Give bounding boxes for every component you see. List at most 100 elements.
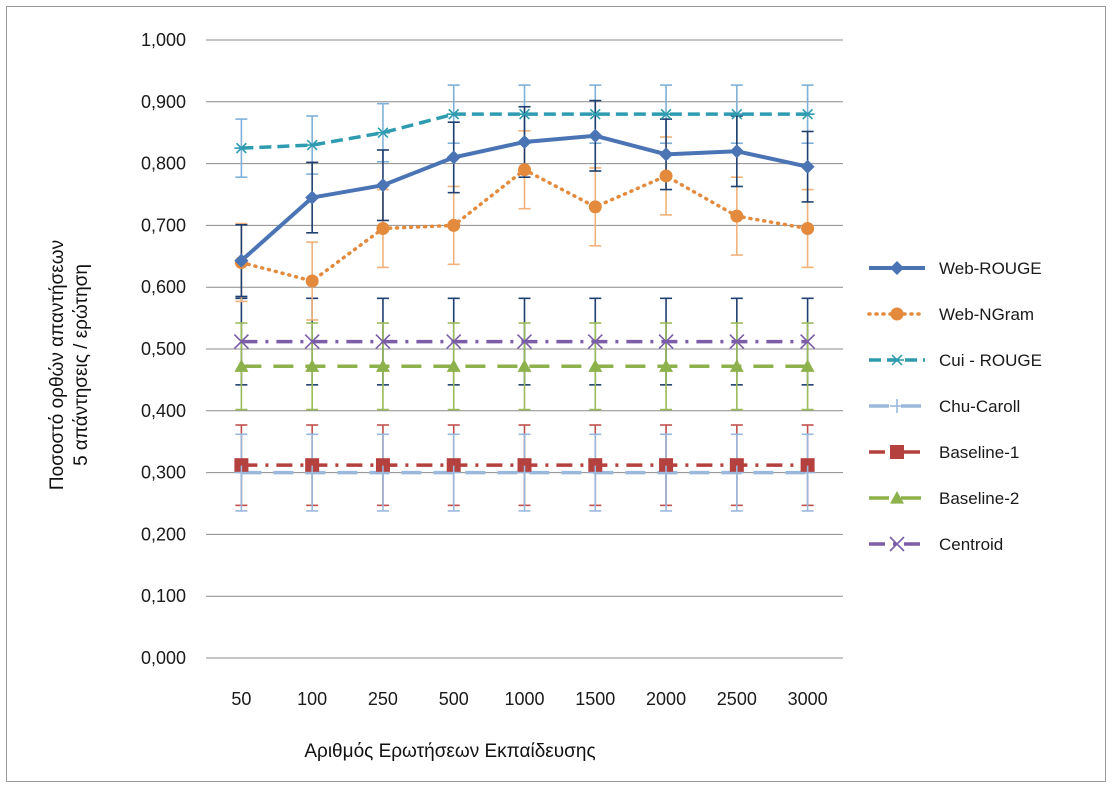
triangle-marker bbox=[517, 359, 532, 372]
chart-frame: 1,000 0,900 0,800 0,700 0,600 0,500 0,400 0,300… bbox=[6, 6, 1106, 782]
y-tick-label: 0,700 bbox=[141, 215, 186, 235]
triangle-marker bbox=[446, 359, 461, 372]
y-tick-label: 0,500 bbox=[141, 339, 186, 359]
circle-marker bbox=[376, 221, 390, 235]
y-tick-label: 0,000 bbox=[141, 648, 186, 668]
legend-item: Centroid bbox=[869, 535, 1003, 554]
legend-label: Baseline-2 bbox=[939, 489, 1019, 508]
diamond-marker bbox=[890, 261, 904, 275]
x-marker-stroke bbox=[233, 334, 249, 350]
x-marker bbox=[516, 334, 533, 350]
triangle-marker bbox=[800, 359, 815, 372]
x-marker-stroke bbox=[729, 334, 745, 350]
star-marker-stroke bbox=[891, 354, 903, 366]
series-line bbox=[241, 112, 808, 150]
y-axis-title-line1: Ποσοστό ορθών απαντήσεων bbox=[47, 240, 68, 490]
star-marker-stroke bbox=[448, 108, 460, 120]
star-marker bbox=[659, 108, 674, 120]
triangle-marker bbox=[588, 359, 603, 372]
x-marker bbox=[889, 536, 905, 552]
triangle-marker bbox=[375, 359, 390, 372]
diamond-marker bbox=[446, 150, 461, 165]
plus-marker bbox=[305, 465, 320, 480]
diamond-marker bbox=[800, 159, 815, 174]
circle-marker bbox=[588, 200, 602, 214]
circle-marker bbox=[447, 218, 461, 232]
star-marker-stroke bbox=[306, 139, 318, 151]
star-marker bbox=[729, 108, 744, 120]
plus-marker bbox=[800, 465, 815, 480]
x-axis-title: Αριθμός Ερωτήσεων Εκπαίδευσης bbox=[304, 741, 595, 762]
legend-label: Baseline-1 bbox=[939, 443, 1019, 462]
square-marker bbox=[234, 458, 249, 473]
y-tick-label: 1,000 bbox=[141, 30, 186, 50]
triangle-marker bbox=[890, 491, 904, 504]
diamond-marker bbox=[305, 190, 320, 205]
x-marker bbox=[304, 334, 320, 350]
plus-marker bbox=[659, 465, 674, 480]
triangle-marker bbox=[234, 359, 249, 372]
square-marker bbox=[446, 458, 461, 473]
star-marker bbox=[517, 108, 532, 120]
legend-label: Web-NGram bbox=[939, 305, 1034, 324]
circle-marker bbox=[730, 209, 744, 223]
legend-label: Web-ROUGE bbox=[939, 259, 1042, 278]
x-marker-stroke bbox=[516, 334, 533, 350]
square-marker bbox=[588, 458, 603, 473]
x-marker-stroke bbox=[375, 334, 391, 350]
x-marker bbox=[446, 334, 462, 350]
x-tick-label: 2000 bbox=[646, 689, 686, 709]
legend-item: Web-NGram bbox=[867, 305, 1034, 324]
legend-item: Baseline-1 bbox=[869, 443, 1019, 462]
y-tick-label: 0,200 bbox=[141, 524, 186, 544]
triangle-marker bbox=[659, 359, 674, 372]
x-tick-label: 1000 bbox=[504, 689, 544, 709]
square-marker bbox=[305, 458, 320, 473]
diamond-marker bbox=[588, 128, 603, 143]
circle-marker bbox=[801, 221, 815, 235]
diamond-marker bbox=[234, 253, 249, 268]
legend-item: Cui - ROUGE bbox=[869, 351, 1042, 370]
legend-item: Web-ROUGE bbox=[869, 259, 1042, 278]
star-marker-stroke bbox=[802, 108, 814, 120]
y-tick-label: 0,300 bbox=[141, 463, 186, 483]
y-axis-title-line2: 5 απάντησεις / ερώτηση bbox=[71, 264, 92, 466]
x-tick-label: 100 bbox=[297, 689, 327, 709]
square-marker bbox=[375, 458, 390, 473]
star-marker bbox=[234, 142, 249, 154]
square-marker bbox=[517, 458, 532, 473]
star-marker-stroke bbox=[519, 108, 530, 120]
triangle-marker bbox=[305, 359, 320, 372]
error-bars bbox=[235, 84, 814, 512]
star-marker-stroke bbox=[589, 108, 601, 120]
y-tick-label: 0,400 bbox=[141, 401, 186, 421]
legend-label: Cui - ROUGE bbox=[939, 351, 1042, 370]
star-marker bbox=[890, 354, 904, 366]
plus-marker bbox=[729, 465, 744, 480]
diamond-marker bbox=[375, 178, 390, 193]
plus-marker bbox=[588, 465, 603, 480]
legend: Web-ROUGE Web-NGram Cui - ROUGE Chu-Caroll B… bbox=[867, 259, 1042, 554]
y-tick-label: 0,100 bbox=[141, 586, 186, 606]
legend-label: Centroid bbox=[939, 535, 1003, 554]
star-marker bbox=[800, 108, 815, 120]
x-tick-label: 3000 bbox=[788, 689, 828, 709]
x-marker-stroke bbox=[889, 536, 905, 552]
series-markers bbox=[233, 108, 816, 480]
x-tick-label: 2500 bbox=[717, 689, 757, 709]
star-marker bbox=[375, 127, 390, 139]
circle-marker bbox=[518, 163, 531, 177]
x-marker-stroke bbox=[658, 334, 674, 350]
x-tick-label: 500 bbox=[439, 689, 469, 709]
star-marker-stroke bbox=[377, 127, 389, 139]
y-axis-tick-labels: 1,000 0,900 0,800 0,700 0,600 0,500 0,400 0,300… bbox=[141, 30, 186, 668]
plus-marker bbox=[446, 465, 461, 480]
star-marker bbox=[446, 108, 461, 120]
line-chart: 1,000 0,900 0,800 0,700 0,600 0,500 0,400 0,300… bbox=[47, 30, 1042, 762]
star-marker-stroke bbox=[235, 142, 247, 154]
star-marker-stroke bbox=[660, 108, 672, 120]
star-marker bbox=[305, 139, 320, 151]
star-marker bbox=[588, 108, 603, 120]
diamond-marker bbox=[517, 134, 532, 149]
square-marker bbox=[800, 458, 815, 473]
